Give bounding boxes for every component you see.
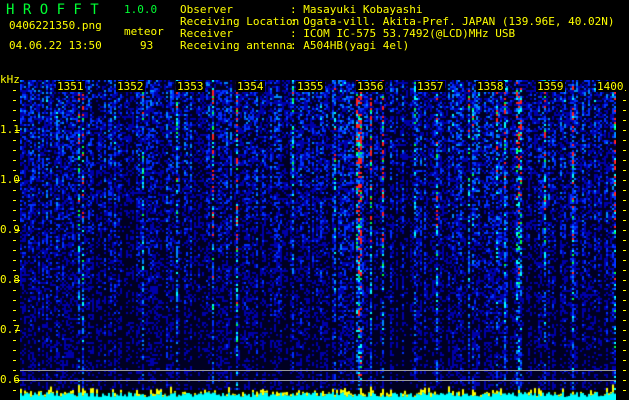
info-label: Receiving antenna xyxy=(180,39,300,52)
filename: 0406221350.png xyxy=(9,19,102,32)
y-tick xyxy=(623,360,626,361)
y-tick xyxy=(13,220,16,221)
y-tick xyxy=(15,180,20,181)
y-tick xyxy=(15,230,20,231)
y-tick-label: 0.9 xyxy=(0,223,20,236)
y-tick xyxy=(13,240,16,241)
y-tick xyxy=(623,280,626,281)
y-tick xyxy=(623,110,626,111)
y-tick xyxy=(623,220,626,221)
y-tick xyxy=(13,140,16,141)
x-tick-label: 1357 xyxy=(416,80,445,93)
y-tick xyxy=(623,170,626,171)
y-tick xyxy=(13,110,16,111)
y-tick-label: 0.7 xyxy=(0,323,20,336)
y-tick xyxy=(623,350,626,351)
mode-label: meteor xyxy=(124,25,164,38)
y-tick xyxy=(623,250,626,251)
info-value: : ICOM IC-575 53.7492(@LCD)MHz USB xyxy=(290,27,516,40)
y-tick xyxy=(13,310,16,311)
y-tick xyxy=(13,370,16,371)
y-tick xyxy=(13,260,16,261)
y-tick xyxy=(623,330,626,331)
y-tick xyxy=(623,320,626,321)
y-tick xyxy=(623,270,626,271)
y-tick xyxy=(623,260,626,261)
y-tick xyxy=(13,360,16,361)
y-tick xyxy=(623,370,626,371)
info-label: Receiving Location xyxy=(180,15,300,28)
y-tick xyxy=(623,200,626,201)
y-tick xyxy=(623,300,626,301)
y-tick xyxy=(623,310,626,311)
x-tick-label: 1354 xyxy=(236,80,265,93)
y-tick xyxy=(623,230,626,231)
y-tick xyxy=(15,330,20,331)
y-tick xyxy=(623,240,626,241)
y-tick xyxy=(13,210,16,211)
y-tick xyxy=(623,100,626,101)
y-tick xyxy=(13,300,16,301)
x-tick-label: 1355 xyxy=(296,80,325,93)
meteor-count: 93 xyxy=(140,39,154,52)
y-tick xyxy=(623,150,626,151)
x-tick-label: 1352 xyxy=(116,80,145,93)
y-tick xyxy=(13,160,16,161)
y-tick xyxy=(623,90,626,91)
spectrogram xyxy=(20,80,616,400)
y-tick xyxy=(623,340,626,341)
y-tick xyxy=(623,290,626,291)
y-tick xyxy=(13,340,16,341)
y-axis-label: kHz xyxy=(0,73,20,86)
y-tick xyxy=(13,320,16,321)
y-tick xyxy=(13,170,16,171)
y-tick xyxy=(13,90,16,91)
y-tick xyxy=(623,180,626,181)
info-label: Observer xyxy=(180,3,300,16)
app-title: H R O F F T xyxy=(6,2,99,18)
datetime: 04.06.22 13:50 xyxy=(9,39,102,52)
reference-line xyxy=(20,370,616,371)
y-tick xyxy=(623,130,626,131)
y-tick xyxy=(13,290,16,291)
y-tick xyxy=(13,200,16,201)
info-value: : Ogata-vill. Akita-Pref. JAPAN (139.96E… xyxy=(290,15,615,28)
y-tick xyxy=(15,380,20,381)
y-tick xyxy=(623,120,626,121)
y-tick xyxy=(623,380,626,381)
app-version: 1.0.0 xyxy=(124,3,158,16)
y-tick xyxy=(623,160,626,161)
y-tick xyxy=(623,140,626,141)
y-tick xyxy=(13,190,16,191)
y-tick-label: 0.8 xyxy=(0,273,20,286)
x-tick-label: 1351 xyxy=(56,80,85,93)
y-tick xyxy=(623,210,626,211)
y-tick xyxy=(13,350,16,351)
y-tick-label: 1.1 xyxy=(0,123,20,136)
y-tick xyxy=(623,390,626,391)
info-label: Receiver xyxy=(180,27,300,40)
y-tick-label: 0.6 xyxy=(0,373,20,386)
x-tick-label: 1356 xyxy=(356,80,385,93)
y-tick-label: 1.0 xyxy=(0,173,20,186)
y-tick xyxy=(13,150,16,151)
y-tick xyxy=(13,270,16,271)
y-tick xyxy=(13,120,16,121)
info-value: : Masayuki Kobayashi xyxy=(290,3,423,16)
y-tick xyxy=(13,250,16,251)
y-tick xyxy=(15,280,20,281)
x-tick-label: 1359 xyxy=(536,80,565,93)
x-tick-label: 1358 xyxy=(476,80,505,93)
y-tick xyxy=(13,100,16,101)
y-tick xyxy=(623,190,626,191)
info-value: : A504HB(yagi 4el) xyxy=(290,39,410,52)
y-tick xyxy=(15,130,20,131)
reference-line xyxy=(20,380,616,381)
y-tick xyxy=(13,390,16,391)
x-tick-label: 1353 xyxy=(176,80,205,93)
x-tick-label: 1400 xyxy=(596,80,625,93)
